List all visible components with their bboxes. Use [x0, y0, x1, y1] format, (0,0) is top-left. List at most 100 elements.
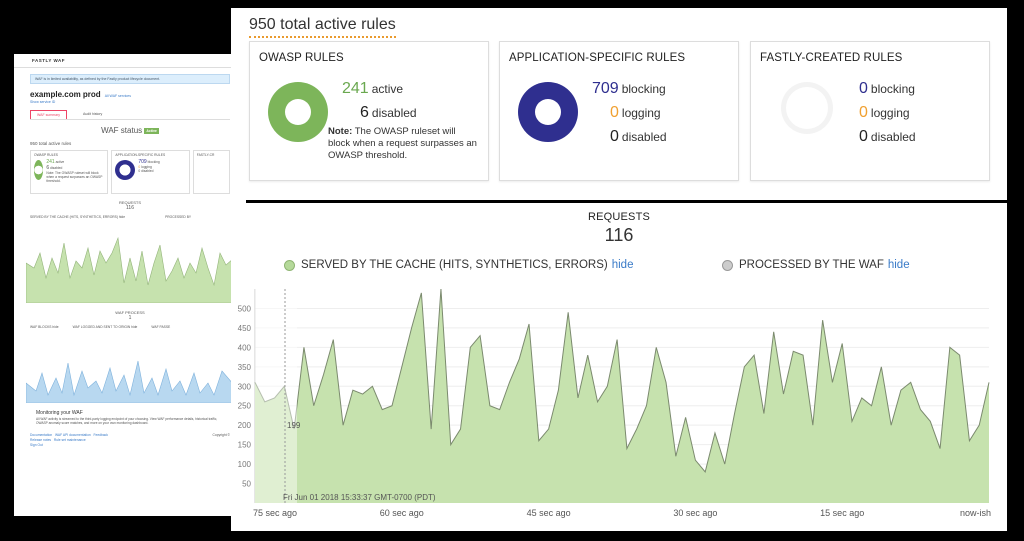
- hide-cache-link[interactable]: hide: [611, 259, 634, 271]
- footer-links: Documentation WAF API documentation Feed…: [30, 433, 230, 448]
- legend-cache: SERVED BY THE CACHE (HITS, SYNTHETICS, E…: [284, 259, 633, 271]
- tab-bar: WAF summary Audit history: [30, 110, 230, 120]
- mini-legend-cache[interactable]: SERVED BY THE CACHE (HITS, SYNTHETICS, E…: [30, 215, 126, 219]
- mini-disabled-label: disabled: [50, 166, 63, 170]
- mini-cards: OWASP RULES 241 active 6 disabled Note: …: [30, 150, 230, 194]
- fastly-blocking-value: 0: [859, 80, 868, 97]
- mini-legend: SERVED BY THE CACHE (HITS, SYNTHETICS, E…: [30, 215, 230, 219]
- tab-waf-summary[interactable]: WAF summary: [30, 110, 68, 119]
- footer-link[interactable]: Rule set maintenance: [53, 438, 86, 442]
- fastly-blocking-stat: 0 blocking: [859, 80, 915, 98]
- mini-stat-logging: 0 logging: [138, 165, 159, 169]
- mini-card-title: FASTLY-CR: [196, 153, 215, 157]
- series-line-cache: [254, 288, 990, 473]
- background-dashboard: FASTLY WAF WAF is in limited availabilit…: [14, 54, 246, 516]
- mini-blocking-label: blocking: [147, 160, 160, 164]
- y-tick-label: 50: [242, 480, 251, 489]
- mini-requests: REQUESTS 116: [14, 200, 246, 211]
- green-dot-icon: [284, 259, 295, 271]
- hide-waf-link[interactable]: hide: [887, 259, 910, 271]
- sign-out-link[interactable]: Sign Out: [30, 443, 43, 447]
- owasp-active-label: active: [371, 82, 404, 96]
- mini-card-title: OWASP RULES: [34, 153, 59, 157]
- info-banner: WAF is in limited availability, as defin…: [30, 74, 230, 84]
- fastly-blocking-label: blocking: [870, 82, 915, 96]
- all-services-link[interactable]: All WAF services: [104, 94, 132, 98]
- y-tick-label: 150: [238, 441, 252, 450]
- app-header: FASTLY WAF: [14, 54, 246, 68]
- mini-card-body: 241 active 6 disabled Note: The OWASP ru…: [34, 157, 104, 183]
- mini-legend-waf[interactable]: PROCESSED BY: [165, 215, 192, 219]
- fastly-logging-label: logging: [870, 106, 910, 120]
- mini-legend-blocks[interactable]: WAF BLOCKS hide: [30, 325, 59, 329]
- x-tick-label: 60 sec ago: [380, 508, 424, 518]
- owasp-disabled-label: disabled: [371, 106, 417, 120]
- app-donut-chart: [518, 82, 578, 142]
- fastly-disabled-value: 0: [859, 128, 868, 145]
- y-tick-label: 500: [238, 304, 252, 313]
- mini-card-app: APPLICATION-SPECIFIC RULES 709 blocking …: [111, 150, 190, 194]
- fastly-donut-chart: [781, 82, 833, 134]
- mini-legend-waf-row: WAF BLOCKS hide WAF LOGGED AND SENT TO O…: [30, 325, 230, 329]
- fastly-logging-value: 0: [859, 104, 868, 121]
- mini-note: Note: The OWASP ruleset will block when …: [46, 171, 103, 183]
- mini-stat-disabled: 6 disabled: [46, 165, 104, 171]
- mini-logging-label: logging: [141, 165, 152, 169]
- mini-active-label: active: [55, 160, 65, 164]
- app-rules-card: APPLICATION-SPECIFIC RULES 709 blocking 0…: [499, 41, 739, 181]
- monitor-text: All WAF activity is streamed to the thir…: [36, 417, 218, 425]
- mini-legend-passed[interactable]: WAF PASSE: [151, 325, 171, 329]
- service-title: example.com prod All WAF services: [30, 90, 230, 99]
- footer-link[interactable]: WAF API documentation: [54, 433, 91, 437]
- app-logging-value: 0: [610, 104, 619, 121]
- y-tick-label: 250: [238, 402, 252, 411]
- owasp-active-stat: 241 active: [342, 80, 403, 98]
- mini-card-stats: 241 active 6 disabled Note: The OWASP ru…: [46, 159, 104, 183]
- owasp-donut-chart: [268, 82, 328, 142]
- mini-stat-blocking: 709 blocking: [138, 159, 159, 165]
- donut-chart-icon: [34, 160, 44, 180]
- mini-card-body: 709 blocking 0 logging 0 disabled: [115, 157, 185, 180]
- footer-link[interactable]: Feedback: [93, 433, 108, 437]
- mini-disabled-label: disabled: [141, 169, 154, 173]
- waf-status-title: WAF status: [101, 126, 143, 135]
- y-tick-label: 450: [238, 324, 252, 333]
- total-rules-title: 950 total active rules: [249, 16, 396, 38]
- hover-tooltip: 199 Fri Jun 01 2018 15:33:37 GMT-0700 (P…: [283, 289, 436, 503]
- app-blocking-label: blocking: [621, 82, 666, 96]
- owasp-active-value: 241: [342, 80, 369, 97]
- legend-waf: PROCESSED BY THE WAF hide: [722, 259, 910, 271]
- footer-link[interactable]: Documentation: [30, 433, 53, 437]
- app-blocking-value: 709: [592, 80, 619, 97]
- legend-cache-label: SERVED BY THE CACHE (HITS, SYNTHETICS, E…: [301, 259, 608, 271]
- owasp-card-title: OWASP RULES: [259, 52, 344, 64]
- requests-title: REQUESTS: [587, 211, 651, 223]
- y-tick-label: 100: [238, 460, 252, 469]
- x-tick-label: 15 sec ago: [820, 508, 864, 518]
- mini-disabled-value: 0: [138, 169, 141, 173]
- tab-audit-history[interactable]: Audit history: [83, 112, 103, 116]
- owasp-disabled-stat: 6 disabled: [360, 104, 417, 122]
- show-service-id-link[interactable]: Show service ID: [30, 100, 56, 104]
- rules-panel: 950 total active rules OWASP RULES 241 ac…: [231, 8, 1007, 200]
- copyright: Copyright ©: [212, 433, 230, 437]
- app-card-title: APPLICATION-SPECIFIC RULES: [509, 52, 686, 64]
- footer-link[interactable]: Release notes: [30, 438, 52, 442]
- fastly-card-title: FASTLY-CREATED RULES: [760, 52, 903, 64]
- y-tick-label: 350: [238, 363, 252, 372]
- app-blocking-stat: 709 blocking: [592, 80, 666, 98]
- x-tick-label: 30 sec ago: [673, 508, 717, 518]
- mini-waf-process: WAF PROCESS 1: [14, 310, 246, 321]
- x-axis: 75 sec ago 60 sec ago 45 sec ago 30 sec ago…: [253, 508, 991, 518]
- x-tick-label: 75 sec ago: [253, 508, 297, 518]
- fastly-logging-stat: 0 logging: [859, 104, 910, 122]
- mini-waf-process-label: WAF PROCESS: [115, 310, 145, 315]
- mini-stat-disabled: 0 disabled: [138, 169, 159, 173]
- mini-card-title: APPLICATION-SPECIFIC RULES: [115, 153, 166, 157]
- mini-area-blue: [25, 360, 235, 404]
- waf-status: WAF status Active: [14, 126, 246, 135]
- hover-band: [255, 289, 297, 503]
- mini-waf-chart: [25, 360, 235, 404]
- tooltip-value: 199: [287, 421, 301, 430]
- mini-legend-logged[interactable]: WAF LOGGED AND SENT TO ORIGIN hide: [72, 325, 138, 329]
